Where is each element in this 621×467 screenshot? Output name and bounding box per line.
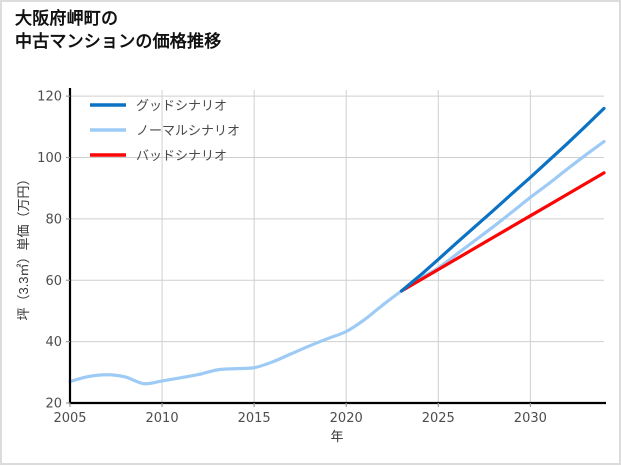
x-tick-label: 2010: [146, 411, 179, 426]
series-line-good: [399, 106, 606, 293]
x-tick-label: 2020: [330, 411, 363, 426]
y-axis-label: 坪（3.3㎡）単価（万円）: [16, 172, 31, 320]
y-tick-label: 20: [45, 397, 62, 412]
y-tick-label: 100: [37, 151, 62, 166]
series-group: [68, 106, 606, 386]
y-tick-label: 80: [45, 212, 62, 227]
x-tick-label: 2005: [53, 411, 86, 426]
legend-label: グッドシナリオ: [136, 98, 227, 113]
y-tick-label: 40: [45, 335, 62, 350]
page-title: 大阪府岬町の 中古マンションの価格推移: [15, 9, 222, 51]
x-axis-label: 年: [330, 429, 343, 444]
legend-label: バッドシナリオ: [136, 148, 227, 163]
y-tick-label: 60: [45, 274, 62, 289]
y-tick-label: 120: [37, 90, 62, 105]
x-tick-label: 2015: [238, 411, 271, 426]
x-tick-label: 2030: [514, 411, 547, 426]
axis-ticks: 20 40 60 80 100 120 2005 2010 2015 2020 2025 2030: [37, 90, 547, 426]
x-tick-label: 2025: [422, 411, 455, 426]
legend-label: ノーマルシナリオ: [136, 123, 240, 138]
series-line-normal: [68, 139, 606, 386]
series-line-bad: [399, 171, 606, 293]
